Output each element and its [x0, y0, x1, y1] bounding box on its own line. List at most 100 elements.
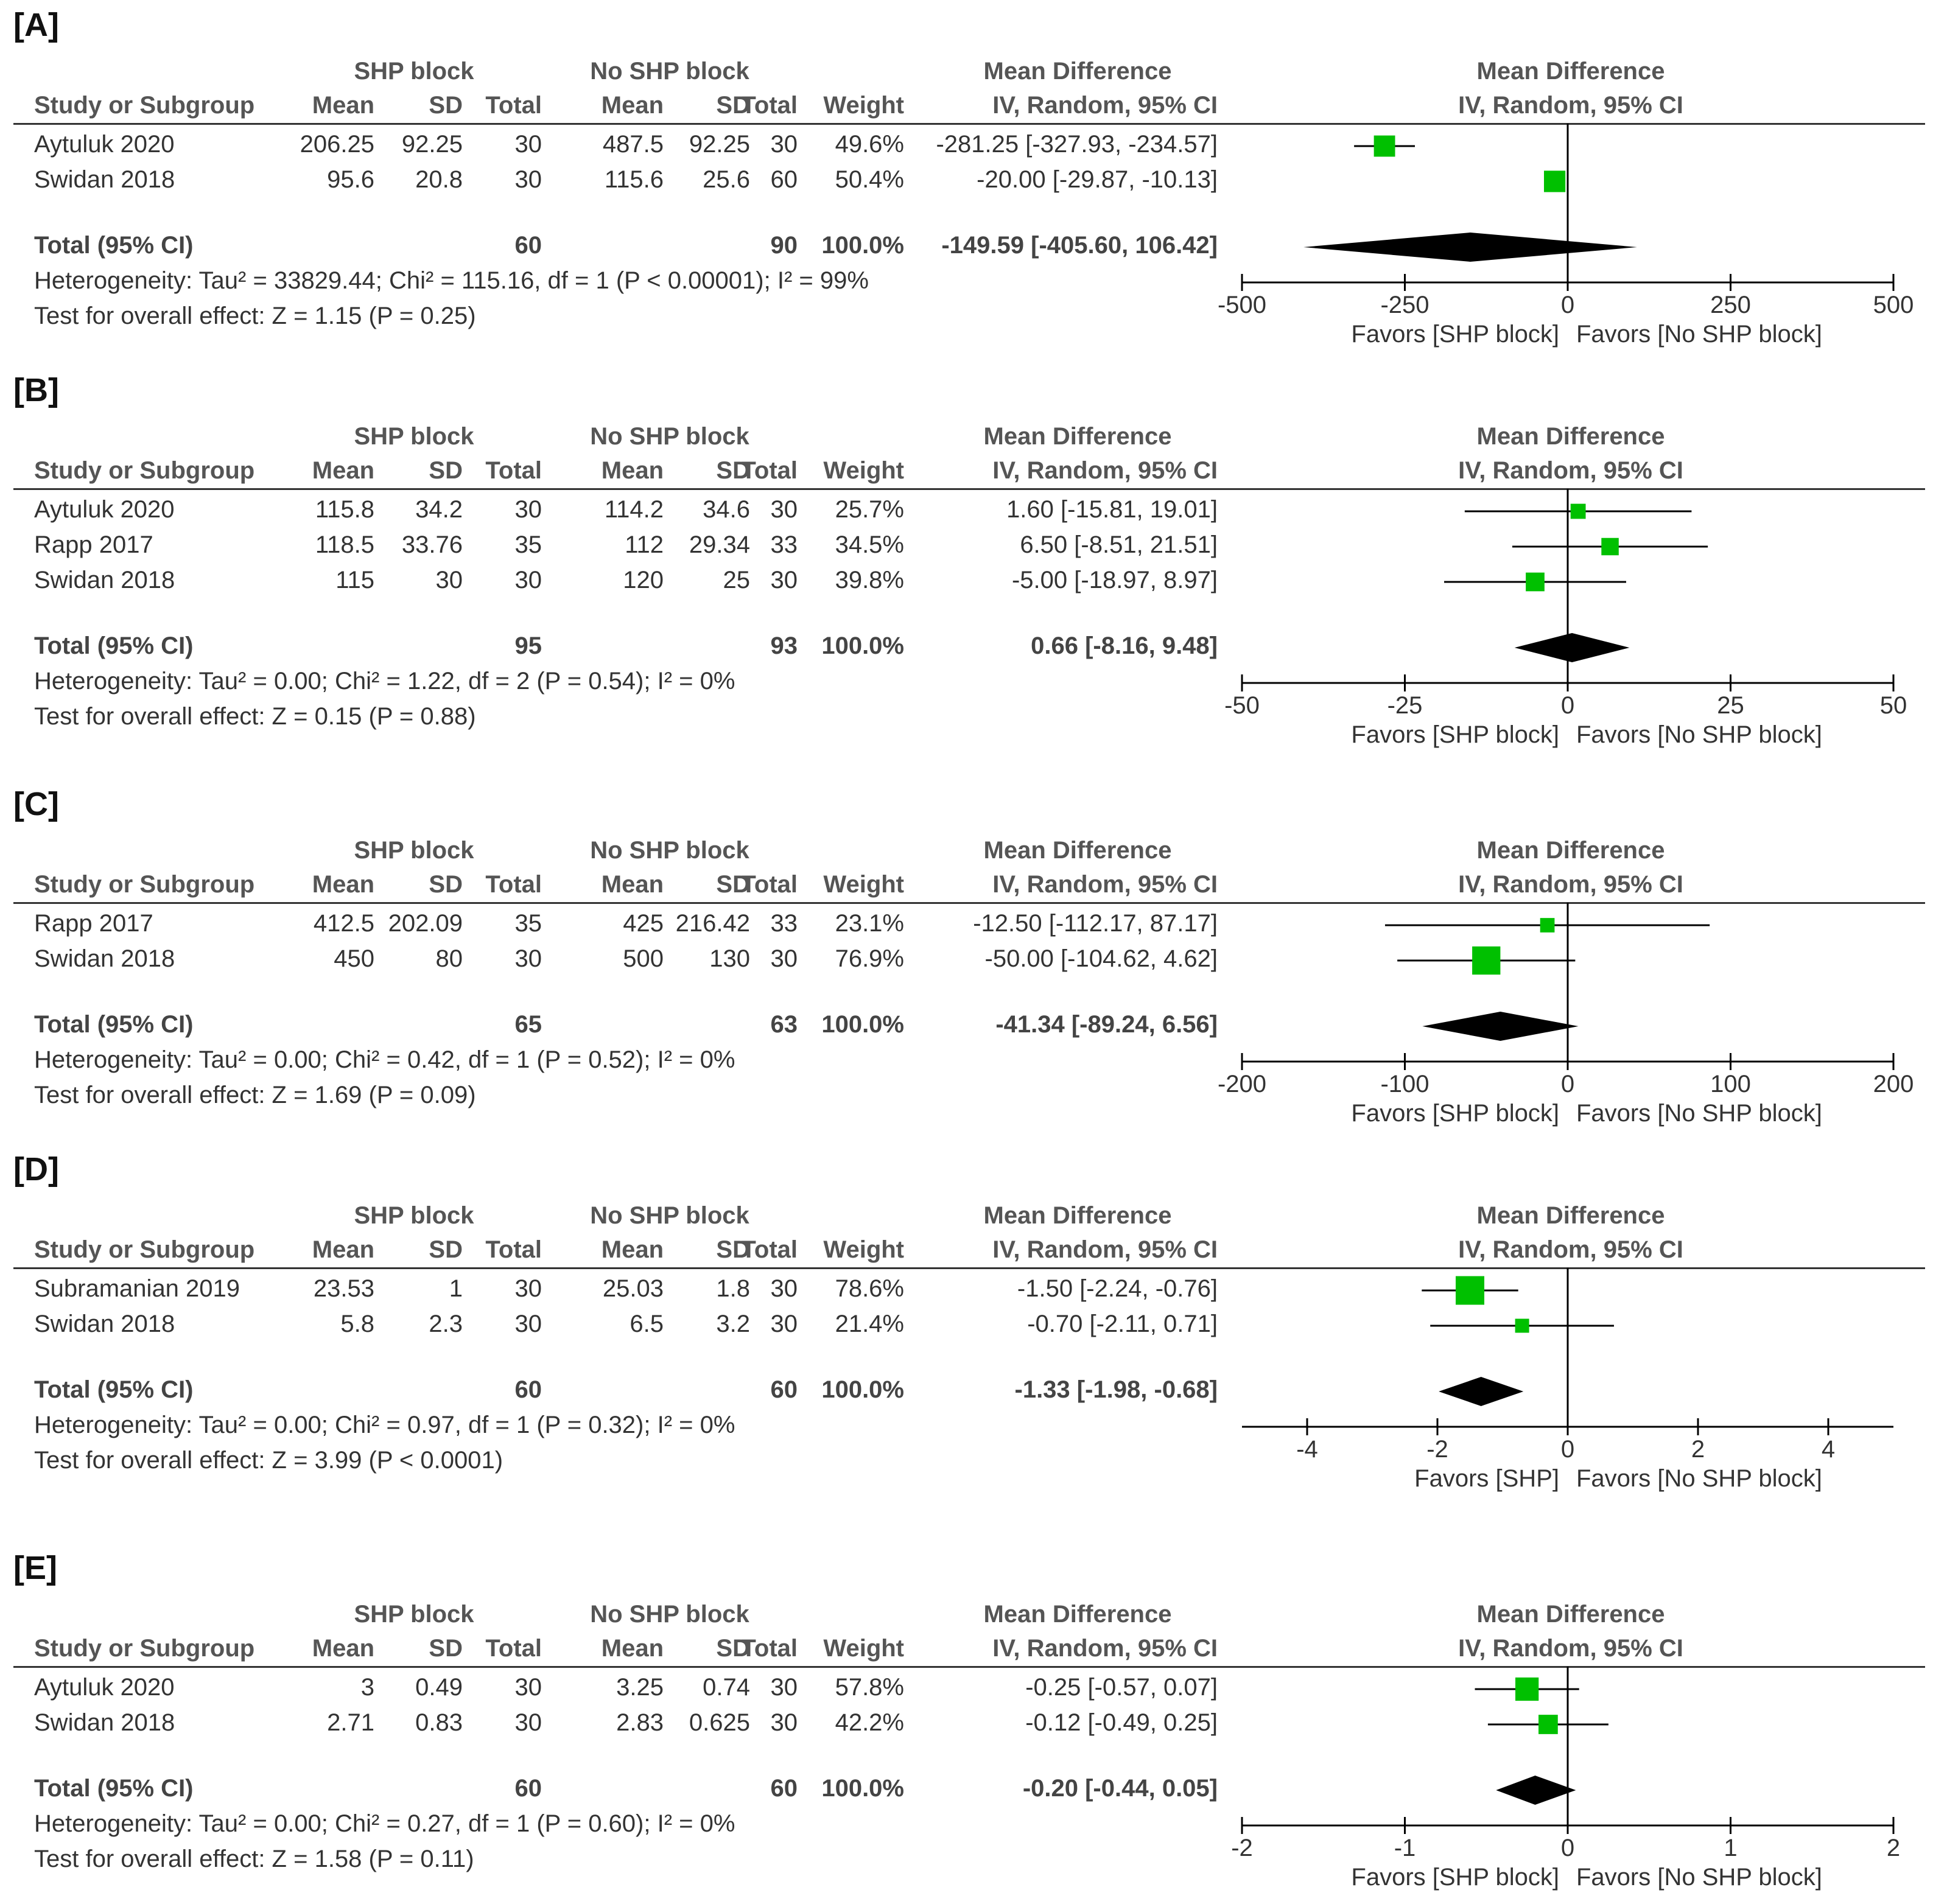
x-axis-tick-label: 50: [1880, 692, 1907, 719]
total1-header: Total: [485, 457, 542, 484]
sd2-value: 1.8: [716, 1275, 750, 1302]
mean2-value: 500: [623, 945, 664, 972]
overall-effect-test: Test for overall effect: Z = 1.15 (P = 0…: [34, 303, 476, 329]
total2-sum: 63: [770, 1011, 798, 1038]
ci-value: -50.00 [-104.62, 4.62]: [984, 945, 1218, 972]
forest-plot-area: -200 -100 0 100 200 Favors [SHP block] Favors …: [1218, 903, 1914, 1127]
study-name: Swidan 2018: [34, 166, 175, 193]
study-point-square: [1373, 135, 1395, 157]
panel-label: [C]: [13, 786, 59, 822]
mean2-value: 25.03: [602, 1275, 664, 1302]
sd1-value: 1: [449, 1275, 463, 1302]
x-axis-tick-label: 0: [1561, 1835, 1574, 1861]
sd1-value: 30: [435, 567, 463, 593]
mean1-value: 118.5: [315, 531, 374, 558]
mean1-value: 5.8: [340, 1311, 374, 1337]
group2-header: No SHP block: [590, 423, 749, 450]
pooled-effect-diamond: [1439, 1377, 1524, 1406]
mean1-header: Mean: [312, 92, 374, 119]
x-axis-tick-label: 1: [1724, 1835, 1737, 1861]
header-rule: [13, 1267, 1925, 1269]
x-axis-tick-label: 0: [1561, 292, 1574, 318]
sd2-header: SD: [716, 1635, 750, 1662]
ci-value: -281.25 [-327.93, -234.57]: [936, 131, 1218, 158]
forest-panel: [B] SHP block No SHP block Mean Difference M…: [0, 371, 1933, 779]
sd1-value: 34.2: [415, 496, 463, 523]
study-point-square: [1526, 572, 1545, 592]
x-axis-tick-label: -1: [1394, 1835, 1416, 1861]
study-name: Swidan 2018: [34, 567, 175, 593]
panel-label: [B]: [13, 372, 59, 408]
weight-value: 50.4%: [835, 166, 904, 193]
mean1-value: 95.6: [327, 166, 374, 193]
md-plot-subheader: IV, Random, 95% CI: [1458, 1236, 1683, 1263]
weight-header: Weight: [823, 92, 904, 119]
heterogeneity-stats: Heterogeneity: Tau² = 33829.44; Chi² = 1…: [34, 267, 869, 294]
md-header: Mean Difference: [983, 423, 1172, 450]
total1-value: 30: [514, 166, 542, 193]
ci-header: IV, Random, 95% CI: [992, 1635, 1218, 1662]
sd2-value: 0.74: [703, 1674, 750, 1701]
sd2-header: SD: [716, 457, 750, 484]
total2-value: 30: [770, 496, 798, 523]
x-axis-tick-label: -2: [1231, 1835, 1253, 1861]
mean2-value: 120: [623, 567, 664, 593]
heterogeneity-stats: Heterogeneity: Tau² = 0.00; Chi² = 0.42,…: [34, 1046, 735, 1073]
forest-plot-area: -4 -2 0 2 4 Favors [SHP] Favors [No SHP block]: [1242, 1268, 1893, 1492]
total1-header: Total: [485, 92, 542, 119]
md-header: Mean Difference: [983, 58, 1172, 85]
x-axis-tick-label: -25: [1387, 692, 1423, 719]
total-label: Total (95% CI): [34, 1775, 194, 1802]
total-label: Total (95% CI): [34, 1011, 194, 1038]
md-plot-subheader: IV, Random, 95% CI: [1458, 871, 1683, 898]
header-rule: [13, 123, 1925, 125]
x-axis-tick-label: 100: [1710, 1071, 1751, 1097]
mean1-header: Mean: [312, 1236, 374, 1263]
total1-sum: 60: [514, 1775, 542, 1802]
study-name: Aytuluk 2020: [34, 131, 175, 158]
weight-header: Weight: [823, 871, 904, 898]
total1-value: 30: [514, 1311, 542, 1337]
x-axis-tick-label: 250: [1710, 292, 1751, 318]
mean1-value: 115: [335, 567, 374, 593]
total-weight: 100.0%: [821, 232, 904, 259]
total1-header: Total: [485, 1236, 542, 1263]
total2-value: 30: [770, 1311, 798, 1337]
study-point-square: [1544, 170, 1566, 192]
x-axis-tick-label: -100: [1380, 1071, 1429, 1097]
favors-right-label: Favors [No SHP block]: [1576, 321, 1822, 348]
x-axis-tick-label: 500: [1873, 292, 1914, 318]
sd1-header: SD: [429, 1236, 463, 1263]
ci-header: IV, Random, 95% CI: [992, 92, 1218, 119]
sd2-header: SD: [716, 92, 750, 119]
total1-header: Total: [485, 871, 542, 898]
sd1-value: 2.3: [429, 1311, 463, 1337]
weight-value: 23.1%: [835, 910, 904, 937]
sd1-value: 0.49: [415, 1674, 463, 1701]
forest-panel: [C] SHP block No SHP block Mean Difference M…: [0, 785, 1933, 1144]
weight-header: Weight: [823, 1635, 904, 1662]
ci-value: -1.50 [-2.24, -0.76]: [1017, 1275, 1218, 1302]
total-ci: -0.20 [-0.44, 0.05]: [1022, 1775, 1218, 1802]
group1-header: SHP block: [354, 58, 474, 85]
mean2-value: 487.5: [602, 131, 664, 158]
ci-value: -0.25 [-0.57, 0.07]: [1025, 1674, 1218, 1701]
total1-value: 30: [514, 567, 542, 593]
study-header: Study or Subgroup: [34, 457, 255, 484]
sd2-value: 25: [723, 567, 751, 593]
weight-value: 78.6%: [835, 1275, 904, 1302]
total1-value: 30: [514, 1709, 542, 1736]
panel-label: [E]: [13, 1550, 57, 1586]
forest-panel: [E] SHP block No SHP block Mean Difference M…: [0, 1549, 1933, 1904]
x-axis-tick-label: -500: [1218, 292, 1266, 318]
total1-value: 35: [514, 531, 542, 558]
sd2-value: 92.25: [689, 131, 750, 158]
weight-value: 42.2%: [835, 1709, 904, 1736]
group2-header: No SHP block: [590, 837, 749, 864]
header-rule: [13, 488, 1925, 490]
x-axis-tick-label: -250: [1380, 292, 1429, 318]
total2-header: Total: [741, 457, 798, 484]
group2-header: No SHP block: [590, 58, 749, 85]
study-name: Aytuluk 2020: [34, 1674, 175, 1701]
mean1-value: 412.5: [313, 910, 374, 937]
